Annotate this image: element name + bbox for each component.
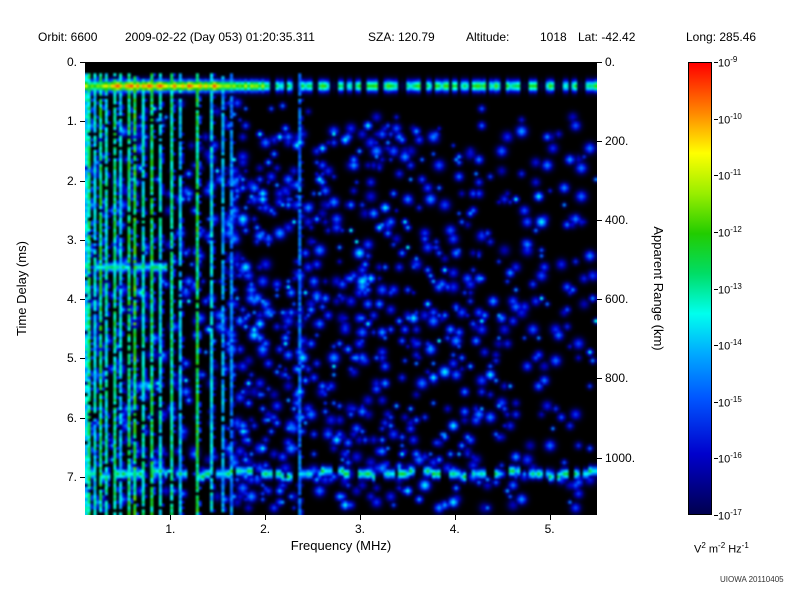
colorbar-tick-label: 10-16	[718, 451, 742, 467]
x-axis-tick	[454, 515, 456, 520]
colorbar-tick-label: 10-9	[718, 55, 738, 70]
colorbar-tick	[714, 288, 718, 290]
watermark: UIOWA 20110405	[720, 575, 784, 584]
right-axis-tick	[597, 220, 602, 222]
left-axis-tick	[80, 180, 85, 182]
orbit-readout: Orbit: 6600	[38, 30, 98, 44]
left-axis-tick-label: 7.	[66, 470, 77, 485]
left-axis-tick-label: 0.	[66, 55, 77, 69]
colorbar-tick	[714, 62, 718, 63]
left-axis-tick-label: 3.	[66, 232, 77, 247]
left-axis-tick	[80, 121, 85, 123]
x-axis-tick	[170, 515, 172, 520]
x-axis-tick	[359, 515, 361, 520]
left-axis-tick	[80, 239, 85, 241]
colorbar-tick-label: 10-14	[718, 338, 742, 353]
left-axis-tick-label: 4.	[66, 292, 77, 307]
x-axis-tick	[265, 515, 267, 520]
colorbar-tick	[714, 458, 718, 460]
left-axis-tick-label: 6.	[66, 410, 77, 425]
right-axis-tick	[597, 299, 602, 301]
colorbar-tick	[714, 118, 718, 120]
colorbar-tick-label: 10-12	[718, 224, 742, 240]
x-axis-tick-label: 3.	[354, 522, 365, 536]
left-axis-tick-label: 1.	[66, 114, 77, 129]
x-axis-title: Frequency (MHz)	[290, 538, 392, 553]
x-axis-tick	[549, 515, 551, 520]
right-axis-tick-label: 600.	[605, 292, 629, 307]
longitude-readout: Long: 285.46	[686, 30, 757, 44]
x-axis-tick-label: 4.	[449, 522, 460, 536]
right-axis-tick	[597, 378, 602, 380]
right-axis-tick	[597, 457, 602, 459]
left-axis-tick	[80, 358, 85, 360]
altitude-value: 1018	[540, 30, 567, 44]
colorbar	[688, 62, 712, 515]
right-axis-tick-label: 200.	[605, 134, 629, 149]
colorbar-tick	[714, 175, 718, 177]
latitude-readout: Lat: -42.42	[578, 30, 636, 44]
x-axis-tick-label: 5.	[544, 522, 555, 536]
x-axis-tick-label: 2.	[260, 522, 271, 536]
colorbar-tick	[714, 401, 718, 403]
right-axis-tick-label: 800.	[605, 371, 629, 386]
colorbar-tick-label: 10-15	[718, 394, 742, 410]
left-axis-tick	[80, 417, 85, 419]
altitude-label: Altitude:	[466, 30, 510, 44]
sza-readout: SZA: 120.79	[368, 30, 435, 44]
colorbar-unit-label: V2 m-2 Hz-1	[694, 541, 749, 556]
colorbar-tick	[714, 515, 718, 516]
left-axis-tick	[80, 477, 85, 479]
left-axis-tick-label: 5.	[66, 351, 77, 366]
colorbar-tick-label: 10-17	[718, 508, 742, 523]
left-axis-title: Time Delay (ms)	[14, 241, 29, 336]
colorbar-tick-label: 10-13	[718, 281, 742, 297]
datetime-readout: 2009-02-22 (Day 053) 01:20:35.311	[125, 30, 315, 44]
colorbar-tick	[714, 231, 718, 233]
colorbar-tick	[714, 345, 718, 347]
left-axis-tick	[80, 62, 85, 63]
left-axis-tick-label: 2.	[66, 173, 77, 188]
colorbar-tick-label: 10-10	[718, 111, 742, 127]
right-axis-title: Apparent Range (km)	[651, 226, 666, 351]
right-axis-tick-label: 1000.	[605, 450, 636, 465]
right-axis-tick	[597, 141, 602, 143]
right-axis-tick	[597, 62, 602, 63]
right-axis-tick-label: 400.	[605, 213, 629, 228]
left-axis-tick	[80, 299, 85, 301]
spectrogram-canvas	[85, 62, 597, 515]
colorbar-tick-label: 10-11	[718, 168, 742, 183]
x-axis-tick-label: 1.	[165, 522, 176, 536]
right-axis-tick-label: 0.	[605, 55, 616, 69]
